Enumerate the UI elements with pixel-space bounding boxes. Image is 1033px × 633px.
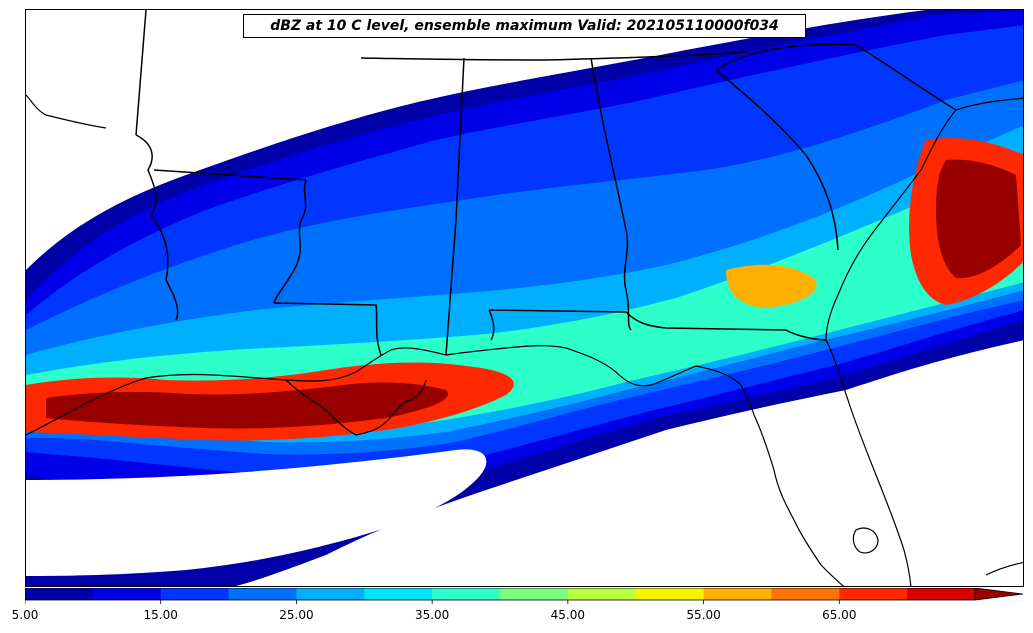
colorbar-extend-arrow <box>974 588 1024 601</box>
colorbar-bin <box>296 588 365 600</box>
alabama-mississippi-border <box>445 57 465 356</box>
colorbar-bin <box>160 588 230 600</box>
map-title: dBZ at 10 C level, ensemble maximum Vali… <box>243 14 806 38</box>
colorbar-tick-label: 55.00 <box>686 608 721 622</box>
colorbar-bin <box>25 588 94 600</box>
bottom-right-coast <box>985 561 1023 576</box>
colorbar-bin <box>228 588 297 600</box>
florida-peninsula-coastline <box>753 414 845 586</box>
gulf-coastline <box>26 345 755 436</box>
colorbar-bin <box>567 588 637 600</box>
colorbar-bin <box>839 588 908 600</box>
tennessee-southern-border <box>153 169 307 181</box>
colorbar-bin <box>364 588 433 600</box>
louisiana-delta-coastline <box>285 379 427 436</box>
colorbar-bin <box>500 588 569 600</box>
clear-area-florida <box>626 345 1023 586</box>
clear-area-gulf <box>26 449 487 576</box>
colorbar-tick-label: 65.00 <box>822 608 857 622</box>
colorbar-bin <box>907 588 976 600</box>
georgia-southern-border <box>785 329 827 341</box>
colorbar-tick-label: 45.00 <box>550 608 586 622</box>
mississippi-river-border <box>135 134 179 321</box>
colorbar-tick-label: 35.00 <box>414 608 450 622</box>
top-left-coast <box>26 94 107 129</box>
reflectivity-core-georgia <box>726 264 817 308</box>
reflectivity-band-30 <box>26 160 1023 431</box>
mississippi-river-east <box>273 179 307 304</box>
colorbar-bin <box>703 588 772 600</box>
colorbar-bin <box>771 588 840 600</box>
colorbar <box>25 588 1024 604</box>
reflectivity-map <box>26 10 1023 586</box>
atlantic-coastline <box>825 97 1023 341</box>
arkansas-missouri-border <box>135 10 147 136</box>
florida-atlantic-coastline <box>825 339 912 586</box>
nc-sc-border <box>715 43 957 111</box>
colorbar-bin <box>635 588 705 600</box>
georgia-carolina-border <box>715 69 839 251</box>
alabama-georgia-border <box>590 57 632 331</box>
coastline <box>26 94 1023 586</box>
reflectivity-peak-carolinas <box>936 159 1021 279</box>
reflectivity-peak-gulf <box>46 382 448 429</box>
florida-panhandle-border <box>488 309 787 341</box>
colorbar-bin <box>92 588 162 600</box>
map-panel <box>25 9 1024 587</box>
louisiana-mississippi-border <box>273 302 382 356</box>
tennessee-northern-border <box>360 51 747 61</box>
colorbar-tick-label: 5.00 <box>11 608 39 622</box>
lake-okeechobee <box>852 527 879 554</box>
colorbar-outline <box>25 588 976 601</box>
colorbar-tick-label: 15.00 <box>143 608 178 622</box>
colorbar-bin <box>432 588 501 600</box>
colorbar-tick-label: 25.00 <box>279 608 314 622</box>
state-boundaries <box>135 10 957 356</box>
